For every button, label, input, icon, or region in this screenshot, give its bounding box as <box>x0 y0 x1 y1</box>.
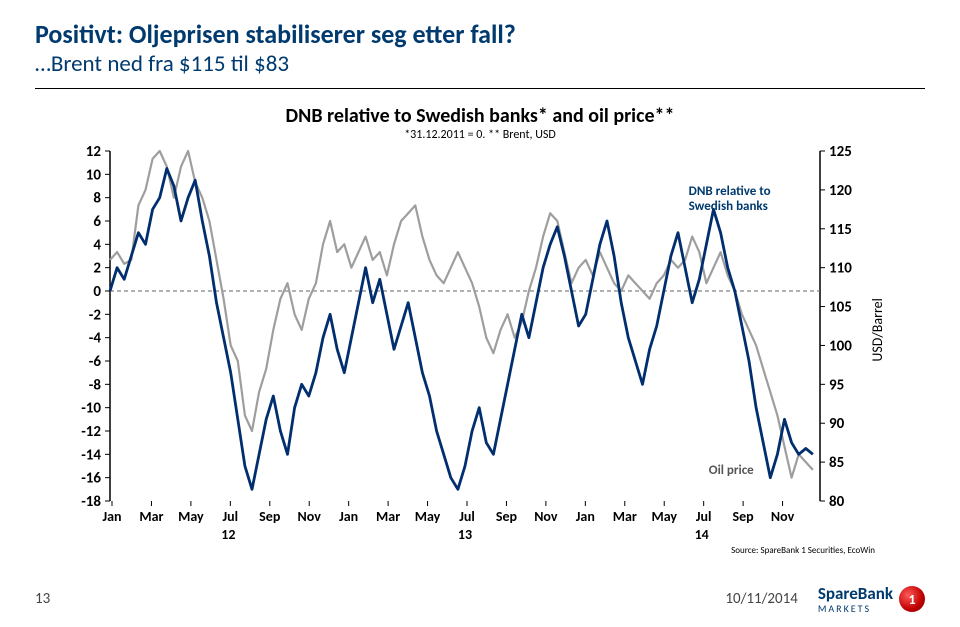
svg-text:6: 6 <box>93 213 101 231</box>
svg-text:125: 125 <box>829 146 852 161</box>
svg-text:100: 100 <box>829 337 852 355</box>
logo-main-text: SpareBank <box>818 583 893 604</box>
svg-text:12: 12 <box>86 146 102 161</box>
dnb-series-label: DNB relative to <box>689 184 771 199</box>
svg-text:115: 115 <box>829 221 852 239</box>
svg-text:Mar: Mar <box>376 508 400 525</box>
svg-text:Jul: Jul <box>459 508 475 525</box>
page-number: 13 <box>35 590 50 608</box>
chart-svg: -18 -16 -14 -12 -10 -8 -6 -4 -2 0 2 4 6 8 10 12 80 85 90 95… <box>60 146 900 556</box>
svg-text:0: 0 <box>93 283 101 301</box>
svg-text:Jan: Jan <box>339 508 358 525</box>
svg-text:120: 120 <box>829 182 852 200</box>
svg-text:May: May <box>178 508 204 525</box>
svg-text:Swedish banks: Swedish banks <box>689 199 768 214</box>
svg-text:110: 110 <box>829 260 852 278</box>
svg-text:105: 105 <box>829 299 852 317</box>
svg-text:Jan: Jan <box>102 508 121 525</box>
logo-ball-icon: 1 <box>899 586 925 612</box>
svg-text:Sep: Sep <box>259 508 281 525</box>
svg-text:May: May <box>415 508 441 525</box>
svg-text:-10: -10 <box>81 400 101 418</box>
svg-text:-4: -4 <box>89 330 102 348</box>
svg-text:8: 8 <box>93 190 101 208</box>
chart-source: Source: SpareBank 1 Securities, EcoWin <box>731 545 875 556</box>
svg-text:-2: -2 <box>89 306 102 324</box>
chart-title: DNB relative to Swedish banks* and oil p… <box>60 104 900 128</box>
svg-text:-16: -16 <box>81 470 101 488</box>
logo: SpareBank MARKETS 1 <box>818 583 925 615</box>
svg-text:80: 80 <box>829 493 845 511</box>
page-subtitle: …Brent ned fra $115 til $83 <box>35 50 925 78</box>
svg-text:Jan: Jan <box>576 508 595 525</box>
svg-text:90: 90 <box>829 415 845 433</box>
svg-text:Jul: Jul <box>223 508 239 525</box>
svg-text:-18: -18 <box>81 493 101 511</box>
footer: 13 10/11/2014 SpareBank MARKETS 1 <box>35 583 925 615</box>
svg-text:12: 12 <box>221 526 235 543</box>
svg-text:-12: -12 <box>81 423 101 441</box>
oil-series-label: Oil price <box>709 463 754 478</box>
svg-text:USD/Barrel: USD/Barrel <box>869 298 886 362</box>
svg-text:-8: -8 <box>89 376 102 394</box>
page-title: Positivt: Oljeprisen stabiliserer seg et… <box>35 18 925 50</box>
svg-text:95: 95 <box>829 376 844 394</box>
svg-text:14: 14 <box>695 526 709 543</box>
svg-text:4: 4 <box>93 236 101 254</box>
svg-text:Sep: Sep <box>496 508 518 525</box>
svg-text:Nov: Nov <box>534 508 558 525</box>
svg-text:Jul: Jul <box>696 508 712 525</box>
chart-subtitle: *31.12.2011 = 0. ** Brent, USD <box>60 128 900 142</box>
svg-text:10: 10 <box>86 166 102 184</box>
svg-text:13: 13 <box>458 526 472 543</box>
svg-text:Sep: Sep <box>733 508 755 525</box>
svg-text:-6: -6 <box>89 353 102 371</box>
svg-text:Mar: Mar <box>139 508 163 525</box>
svg-text:2: 2 <box>93 260 101 278</box>
svg-text:-14: -14 <box>81 446 101 464</box>
svg-text:Nov: Nov <box>298 508 322 525</box>
svg-text:Mar: Mar <box>613 508 637 525</box>
svg-text:85: 85 <box>829 454 844 472</box>
svg-text:May: May <box>651 508 677 525</box>
title-block: Positivt: Oljeprisen stabiliserer seg et… <box>35 18 925 89</box>
chart-container: DNB relative to Swedish banks* and oil p… <box>60 104 900 554</box>
svg-text:Nov: Nov <box>771 508 795 525</box>
footer-date: 10/11/2014 <box>725 590 797 608</box>
dnb-relative-line <box>110 169 813 490</box>
